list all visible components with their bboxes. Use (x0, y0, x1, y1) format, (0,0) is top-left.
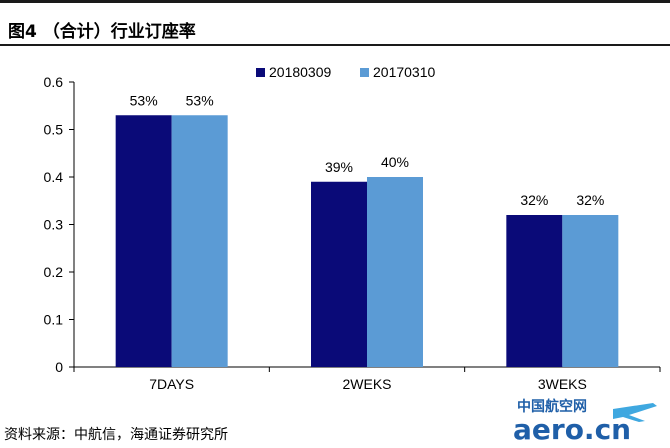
plane-icon (613, 403, 657, 422)
data-label: 40% (381, 154, 409, 170)
x-tick-label: 2WEKS (342, 376, 391, 392)
y-tick-label: 0.4 (44, 169, 64, 185)
legend-label: 20170310 (373, 64, 436, 80)
data-label: 39% (325, 159, 353, 175)
y-tick-label: 0.2 (44, 264, 64, 280)
y-tick-label: 0.3 (44, 217, 64, 233)
data-label: 32% (520, 192, 548, 208)
y-tick-label: 0.5 (44, 122, 64, 138)
source-note: 资料来源：中航信，海通证券研究所 (4, 427, 228, 443)
title-bar: 图4 （合计）行业订座率 (0, 0, 670, 46)
data-label: 32% (576, 192, 604, 208)
figure-title: 图4 （合计）行业订座率 (8, 22, 196, 42)
title-rule-top (0, 0, 670, 3)
watermark-en-text: aero.cn (513, 413, 631, 445)
data-label: 53% (186, 92, 214, 108)
y-tick-label: 0.1 (44, 312, 64, 328)
bar-20170310-2WEKS (367, 177, 423, 367)
watermark-logo: 中国航空网 aero.cn (513, 398, 657, 445)
legend-swatch (256, 68, 265, 77)
bar-20170310-7DAYS (171, 115, 228, 367)
bar-20180309-7DAYS (115, 115, 172, 367)
bar-20180309-2WEKS (311, 181, 367, 367)
y-tick-label: 0 (55, 359, 63, 375)
chart-bars: 53% 53% 39% 40% 32% 32% (115, 92, 619, 367)
chart-legend: 20180309 20170310 (256, 64, 436, 80)
title-rule-bottom (0, 44, 670, 46)
x-tick-label: 7DAYS (149, 376, 194, 392)
y-tick-label: 0.6 (44, 74, 64, 90)
watermark-cn-text: 中国航空网 (517, 398, 587, 415)
data-label: 53% (130, 92, 158, 108)
bar-20180309-3WEKS (506, 215, 563, 367)
legend-swatch (360, 68, 369, 77)
chart-axes: 0 0.1 0.2 0.3 0.4 0.5 0.6 7DAYS 2WEKS 3WEKS (44, 74, 661, 392)
x-tick-label: 3WEKS (538, 376, 587, 392)
legend-label: 20180309 (269, 64, 332, 80)
bar-20170310-3WEKS (562, 215, 619, 367)
